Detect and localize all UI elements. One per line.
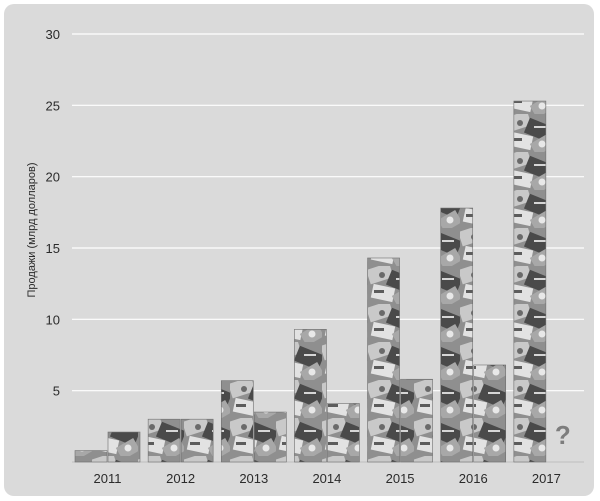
y-tick-label: 15 [46, 241, 60, 256]
bar-2014-s2 [327, 403, 360, 463]
x-tick-label: 2016 [459, 471, 488, 486]
bar-2017-s1 [513, 100, 547, 463]
x-tick-label: 2011 [94, 471, 122, 486]
x-tick-label: 2015 [386, 471, 415, 486]
x-tick-label: 2017 [532, 471, 561, 486]
y-tick-label: 30 [46, 27, 60, 42]
x-tick-label: 2013 [239, 471, 268, 486]
bar-2013-s2 [253, 411, 287, 463]
bar-2012-s2 [180, 418, 214, 463]
bar-2015-s2 [400, 378, 433, 463]
x-tick-label: 2012 [166, 471, 195, 486]
x-axis-ticks: 2011 2012 2013 2014 2015 2016 2017 [94, 471, 561, 486]
y-tick-label: 10 [46, 312, 60, 327]
y-tick-label: 20 [46, 170, 60, 185]
y-tick-label: 25 [46, 98, 60, 113]
bar-2014-s1 [294, 329, 327, 463]
bar-2012-s1 [147, 418, 181, 463]
bar-2015-s1 [367, 257, 400, 463]
bar-2013-s1 [220, 380, 254, 463]
x-tick-label: 2014 [312, 471, 341, 486]
bars [74, 100, 547, 463]
gridlines [72, 33, 584, 463]
annotations: ? [555, 420, 571, 450]
bar-2011-s2 [107, 431, 141, 463]
bar-2011-s1 [74, 450, 108, 463]
y-tick-label: 5 [53, 384, 60, 399]
bar-2016-s2 [473, 364, 507, 463]
y-axis-ticks: 5 10 15 20 25 30 [46, 27, 60, 399]
bar-2016-s1 [440, 207, 474, 463]
y-axis-label: Продажи (млрд долларов) [26, 163, 38, 298]
unknown-value-mark: ? [555, 420, 571, 450]
